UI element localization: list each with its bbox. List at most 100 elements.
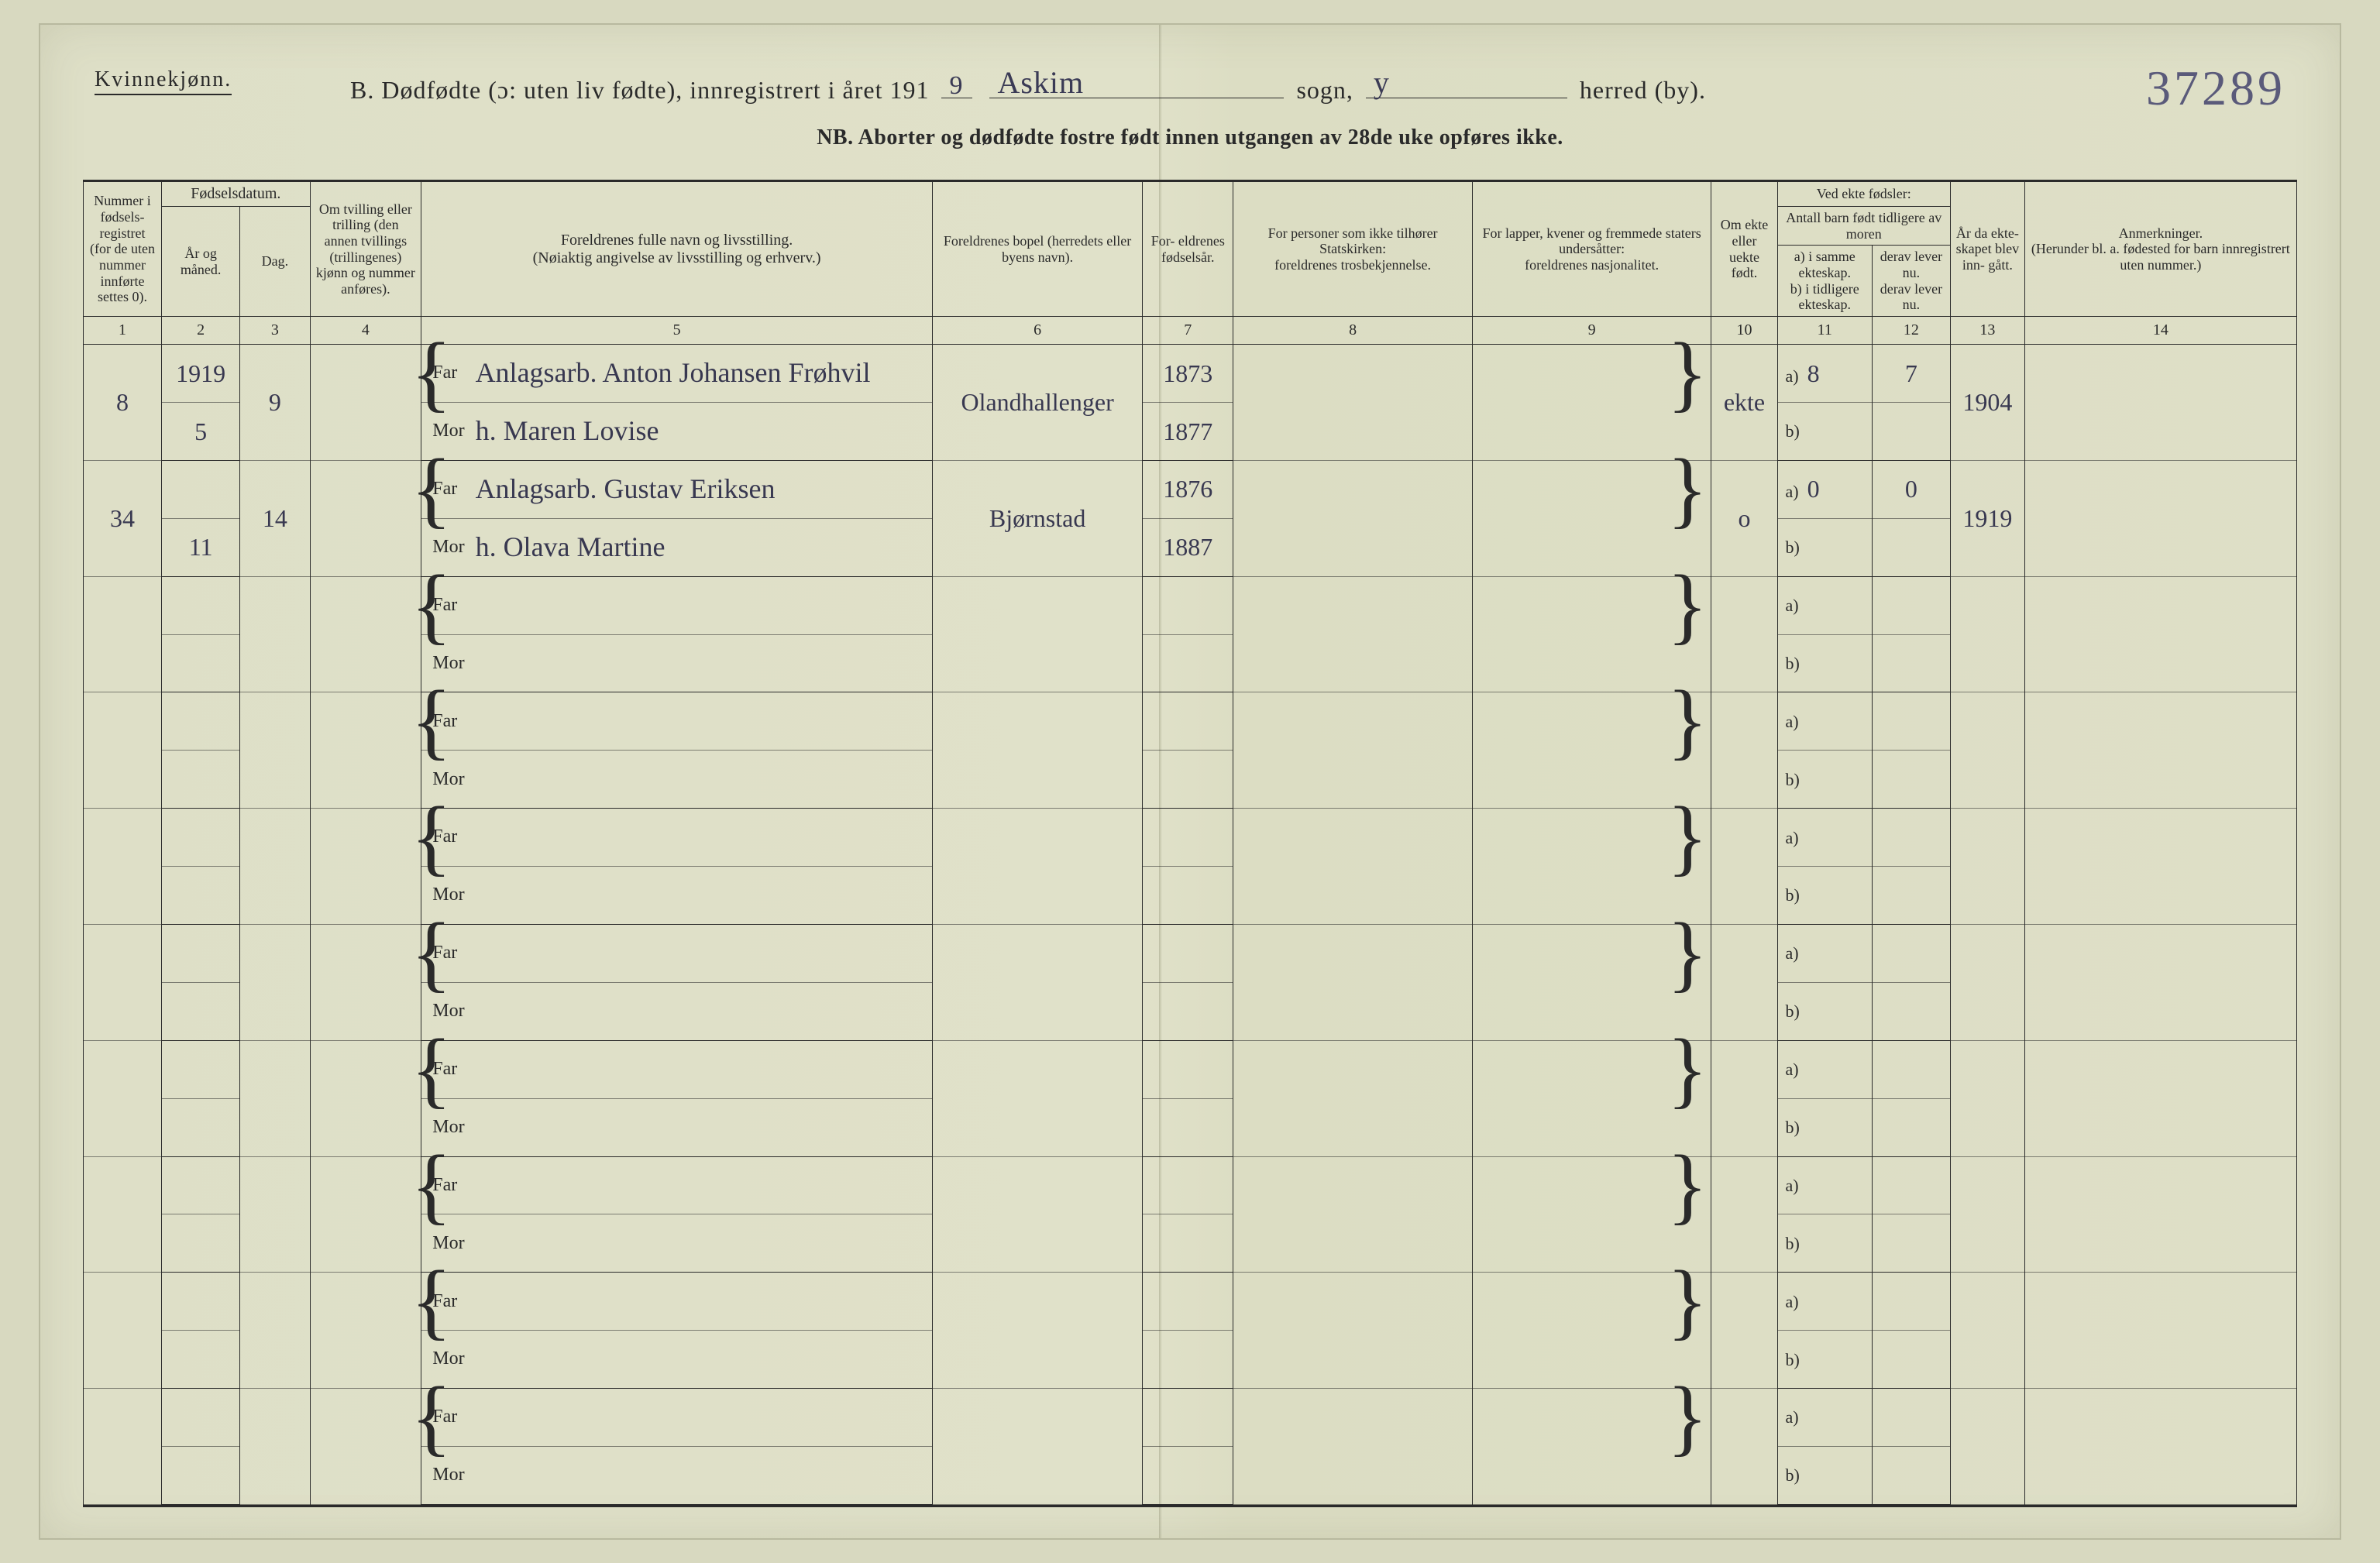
cell-remarks: [2024, 1389, 2296, 1505]
label-mor: Mor: [421, 982, 471, 1040]
cell-mor-birth: [1143, 1331, 1233, 1389]
label-far: {Far: [421, 809, 471, 867]
label-mor: Mor: [421, 1098, 471, 1156]
cell-far-birth: [1143, 692, 1233, 751]
col-1112-header-b: Antall barn født tidligere av moren: [1777, 207, 1950, 246]
cell-tros: [1233, 1389, 1473, 1505]
cell-11b: b): [1777, 403, 1872, 461]
label-mor: Mor: [421, 403, 471, 461]
cell-year: [162, 460, 240, 518]
cell-mor-name: [471, 1214, 933, 1273]
cell-twin: [310, 809, 421, 925]
col-11b: b) i tidligere ekteskap.: [1783, 281, 1867, 313]
colnum-7: 7: [1143, 317, 1233, 345]
col-14b: (Herunder bl. a. fødested for barn innre…: [2030, 241, 2292, 273]
colnum-6: 6: [932, 317, 1142, 345]
label-far: {Far: [421, 925, 471, 983]
label-far: {Far: [421, 576, 471, 634]
cell-bopel: [932, 925, 1142, 1041]
cell-nasj: }: [1472, 1156, 1711, 1273]
col-2-header: År og måned.: [162, 207, 240, 317]
cell-month: 11: [162, 518, 240, 576]
cell-far-name: [471, 1156, 933, 1214]
cell-reg-no: [84, 1040, 162, 1156]
cell-day: [240, 1040, 310, 1156]
cell-twin: [310, 1389, 421, 1505]
cell-twin: [310, 925, 421, 1041]
cell-day: [240, 1273, 310, 1389]
cell-twin: [310, 576, 421, 692]
colnum-13: 13: [1950, 317, 2024, 345]
col-9b: foreldrenes nasjonalitet.: [1477, 257, 1707, 273]
cell-12b: [1872, 982, 1950, 1040]
gender-heading: Kvinnekjønn.: [95, 67, 232, 95]
cell-12b: [1872, 1447, 1950, 1505]
cell-marriage-year: [1950, 1389, 2024, 1505]
cell-bopel: [932, 1040, 1142, 1156]
label-mor: Mor: [421, 1447, 471, 1505]
cell-11b: b): [1777, 751, 1872, 809]
label-mor: Mor: [421, 634, 471, 692]
cell-far-birth: [1143, 1389, 1233, 1447]
label-mor: Mor: [421, 751, 471, 809]
cell-mor-name: [471, 751, 933, 809]
cell-12a: [1872, 1273, 1950, 1331]
cell-bopel: [932, 692, 1142, 809]
cell-nasj: }: [1472, 576, 1711, 692]
cell-11b: b): [1777, 1331, 1872, 1389]
cell-year: [162, 809, 240, 867]
cell-mor-name: [471, 867, 933, 925]
cell-tros: [1233, 576, 1473, 692]
cell-11a: a): [1777, 1156, 1872, 1214]
col-8a: For personer som ikke tilhører Statskirk…: [1238, 225, 1467, 257]
col-14a: Anmerkninger.: [2030, 225, 2292, 242]
cell-month: [162, 1214, 240, 1273]
cell-12b: [1872, 518, 1950, 576]
cell-ekte: o: [1711, 460, 1777, 576]
cell-day: [240, 1389, 310, 1505]
cell-remarks: [2024, 576, 2296, 692]
cell-year: [162, 1273, 240, 1331]
cell-reg-no: [84, 925, 162, 1041]
cell-year: [162, 692, 240, 751]
col-1-header: Nummer i fødsels- registret (for de uten…: [84, 182, 162, 317]
cell-bopel: [932, 576, 1142, 692]
cell-11b: b): [1777, 1447, 1872, 1505]
cell-tros: [1233, 460, 1473, 576]
cell-11a: a): [1777, 809, 1872, 867]
register-table: Nummer i fødsels- registret (for de uten…: [83, 182, 2297, 1505]
cell-remarks: [2024, 1273, 2296, 1389]
cell-11a: a): [1777, 925, 1872, 983]
cell-ekte: [1711, 1273, 1777, 1389]
cell-month: [162, 1331, 240, 1389]
cell-11a: a) 8: [1777, 345, 1872, 403]
cell-ekte: [1711, 692, 1777, 809]
cell-day: 14: [240, 460, 310, 576]
col-3-header: Dag.: [240, 207, 310, 317]
colnum-8: 8: [1233, 317, 1473, 345]
cell-11a: a): [1777, 576, 1872, 634]
cell-nasj: }: [1472, 925, 1711, 1041]
cell-nasj: }: [1472, 692, 1711, 809]
cell-month: 5: [162, 403, 240, 461]
cell-11a: a): [1777, 1040, 1872, 1098]
cell-11a: a): [1777, 692, 1872, 751]
colnum-11: 11: [1777, 317, 1872, 345]
cell-12b: [1872, 1214, 1950, 1273]
colnum-3: 3: [240, 317, 310, 345]
cell-marriage-year: [1950, 925, 2024, 1041]
label-mor: Mor: [421, 1214, 471, 1273]
col-13-header: År da ekte- skapet blev inn- gått.: [1950, 182, 2024, 317]
cell-day: 9: [240, 345, 310, 461]
cell-month: [162, 1447, 240, 1505]
cell-11a: a): [1777, 1389, 1872, 1447]
cell-12a: [1872, 1040, 1950, 1098]
label-far: {Far: [421, 1040, 471, 1098]
cell-mor-birth: 1877: [1143, 403, 1233, 461]
cell-bopel: Bjørnstad: [932, 460, 1142, 576]
cell-11a: a) 0: [1777, 460, 1872, 518]
col-11-header: a) i samme ekteskap. b) i tidligere ekte…: [1777, 246, 1872, 317]
cell-twin: [310, 1040, 421, 1156]
label-far: {Far: [421, 460, 471, 518]
register-table-wrap: Nummer i fødsels- registret (for de uten…: [83, 180, 2297, 1507]
